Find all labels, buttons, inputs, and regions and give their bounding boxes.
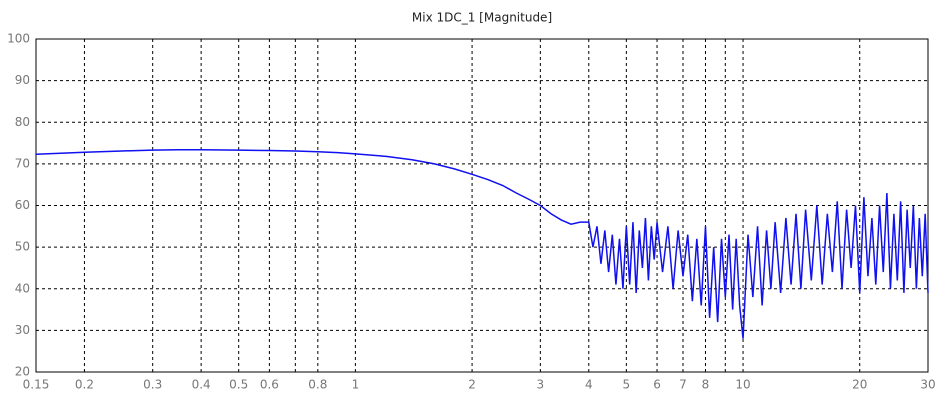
x-tick-label: 4	[585, 378, 593, 392]
x-tick-label: 7	[679, 378, 687, 392]
y-tick-label: 80	[15, 115, 30, 129]
x-tick-label: 0.6	[260, 378, 279, 392]
y-tick-label: 100	[7, 32, 30, 46]
x-tick-label: 0.4	[192, 378, 211, 392]
y-tick-label: 70	[15, 156, 30, 170]
chart-title: Mix 1DC_1 [Magnitude]	[412, 11, 552, 25]
data-line	[35, 148, 929, 339]
x-tick-label: 0.2	[75, 378, 94, 392]
y-tick-label: 40	[15, 281, 30, 295]
y-tick-label: 20	[15, 365, 30, 379]
x-tick-label: 5	[623, 378, 631, 392]
x-tick-label: 30	[920, 378, 935, 392]
x-tick-label: 10	[735, 378, 750, 392]
x-tick-label: 8	[702, 378, 710, 392]
x-tick-label: 0.5	[229, 378, 248, 392]
y-tick-label: 60	[15, 198, 30, 212]
y-tick-label: 30	[15, 323, 30, 337]
y-tick-label: 50	[15, 240, 30, 254]
x-tick-label: 20	[852, 378, 867, 392]
x-tick-label: 2	[468, 378, 476, 392]
x-tick-label: 0.15	[23, 378, 50, 392]
x-tick-label: 3	[537, 378, 545, 392]
x-tick-label: 0.3	[143, 378, 162, 392]
y-tick-label: 90	[15, 73, 30, 87]
x-tick-label: 1	[352, 378, 360, 392]
x-tick-label: 0.8	[308, 378, 327, 392]
x-tick-label: 6	[653, 378, 661, 392]
